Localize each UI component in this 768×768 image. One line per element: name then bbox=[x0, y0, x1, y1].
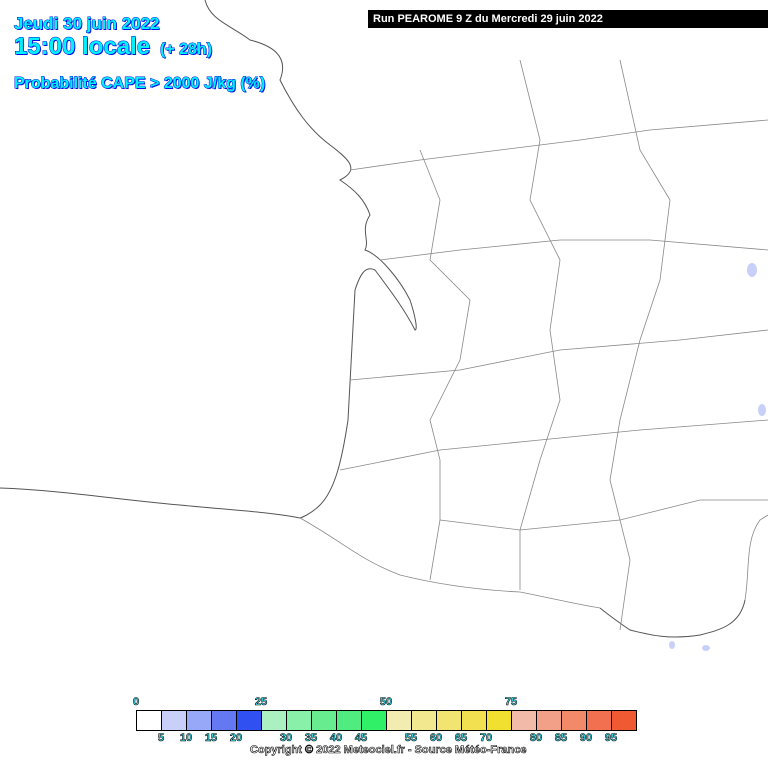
parameter-label: Probabilité CAPE > 2000 J/kg (%) bbox=[13, 75, 266, 93]
copyright: Copyright © 2022 Meteociel.fr - Source M… bbox=[250, 744, 527, 757]
legend-label: 75 bbox=[504, 696, 518, 709]
color-legend bbox=[136, 710, 637, 731]
legend-swatch bbox=[612, 711, 636, 730]
legend-swatch bbox=[312, 711, 337, 730]
run-banner: Run PEAROME 9 Z du Mercredi 29 juin 2022 bbox=[368, 10, 768, 28]
date-label: Jeudi 30 juin 2022 bbox=[14, 14, 161, 34]
legend-swatch bbox=[587, 711, 612, 730]
legend-swatch bbox=[212, 711, 237, 730]
legend-swatch bbox=[537, 711, 562, 730]
coastline bbox=[0, 0, 746, 638]
legend-label: 45 bbox=[354, 732, 368, 745]
legend-label: 50 bbox=[379, 696, 393, 709]
cape-probability-patches bbox=[669, 263, 766, 651]
legend-swatch bbox=[137, 711, 162, 730]
legend-swatch bbox=[387, 711, 412, 730]
legend-label: 40 bbox=[329, 732, 343, 745]
legend-swatch bbox=[562, 711, 587, 730]
legend-label: 80 bbox=[529, 732, 543, 745]
legend-label: 15 bbox=[204, 732, 218, 745]
legend-label: 70 bbox=[479, 732, 493, 745]
legend-swatch bbox=[337, 711, 362, 730]
legend-label: 55 bbox=[404, 732, 418, 745]
legend-label: 85 bbox=[554, 732, 568, 745]
legend-swatch bbox=[262, 711, 287, 730]
legend-label: 95 bbox=[604, 732, 618, 745]
legend-label: 25 bbox=[254, 696, 268, 709]
legend-label: 35 bbox=[304, 732, 318, 745]
legend-swatch bbox=[437, 711, 462, 730]
legend-swatch bbox=[237, 711, 262, 730]
legend-label: 10 bbox=[179, 732, 193, 745]
legend-swatch bbox=[287, 711, 312, 730]
time-label: 15:00 locale bbox=[13, 33, 151, 61]
legend-swatch bbox=[512, 711, 537, 730]
legend-swatch bbox=[462, 711, 487, 730]
lead-time-label: (+ 28h) bbox=[159, 41, 213, 59]
legend-swatch bbox=[412, 711, 437, 730]
borders bbox=[299, 59, 768, 631]
legend-swatch bbox=[362, 711, 387, 730]
legend-swatch bbox=[487, 711, 512, 730]
legend-label: 0 bbox=[132, 696, 140, 709]
legend-swatch bbox=[162, 711, 187, 730]
legend-label: 60 bbox=[429, 732, 443, 745]
legend-label: 90 bbox=[579, 732, 593, 745]
legend-label: 20 bbox=[229, 732, 243, 745]
legend-label: 65 bbox=[454, 732, 468, 745]
legend-label: 5 bbox=[157, 732, 165, 745]
legend-label: 30 bbox=[279, 732, 293, 745]
legend-swatch bbox=[187, 711, 212, 730]
